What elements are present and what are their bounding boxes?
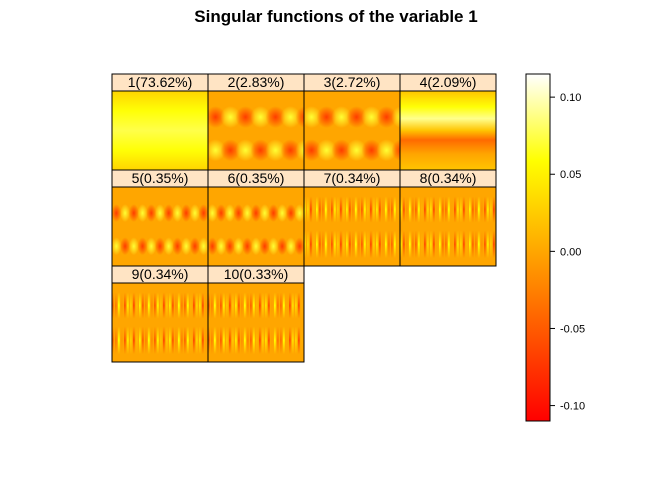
colorbar-tick-label: 0.00 — [560, 246, 581, 258]
panel-label: 9(0.34%) — [132, 266, 189, 282]
colorbar-gradient — [525, 73, 551, 422]
heatmap-image — [208, 283, 304, 362]
panel-label: 10(0.33%) — [224, 266, 289, 282]
panel-label: 2(2.83%) — [228, 74, 285, 90]
heatmap-image — [304, 91, 400, 170]
panel-label: 7(0.34%) — [324, 170, 381, 186]
panel-border — [207, 282, 305, 363]
panel-label: 5(0.35%) — [132, 170, 189, 186]
colorbar-tick-label: -0.10 — [560, 401, 585, 413]
panel-7: 7(0.34%) — [303, 169, 401, 267]
panel-1: 1(73.62%) — [111, 73, 209, 171]
heatmap-image — [112, 91, 208, 170]
panel-9: 9(0.34%) — [111, 265, 209, 363]
panel-8: 8(0.34%) — [399, 169, 497, 267]
panel-label: 8(0.34%) — [420, 170, 477, 186]
heatmap-image — [112, 283, 208, 362]
chart-title: Singular functions of the variable 1 — [194, 7, 478, 26]
colorbar-tick-label: -0.05 — [560, 323, 585, 335]
panel-label: 6(0.35%) — [228, 170, 285, 186]
panel-border — [399, 186, 497, 267]
panel-5: 5(0.35%) — [111, 169, 209, 267]
colorbar-tick-label: 0.10 — [560, 92, 581, 104]
colorbar: 0.10 0.05 0.00 -0.05 -0.10 — [525, 73, 585, 422]
colorbar-tick-label: 0.05 — [560, 169, 581, 181]
panel-label: 1(73.62%) — [128, 74, 193, 90]
heatmap-image — [112, 187, 208, 266]
heatmap-image — [400, 91, 496, 170]
panel-4: 4(2.09%) — [399, 73, 497, 171]
heatmap-image — [400, 187, 496, 266]
panel-label: 4(2.09%) — [420, 74, 477, 90]
heatmap-image — [304, 187, 400, 266]
heatmap-image — [208, 91, 304, 170]
panel-3: 3(2.72%) — [303, 73, 401, 171]
panel-10: 10(0.33%) — [207, 265, 305, 363]
panel-label: 3(2.72%) — [324, 74, 381, 90]
panel-2: 2(2.83%) — [207, 73, 305, 171]
